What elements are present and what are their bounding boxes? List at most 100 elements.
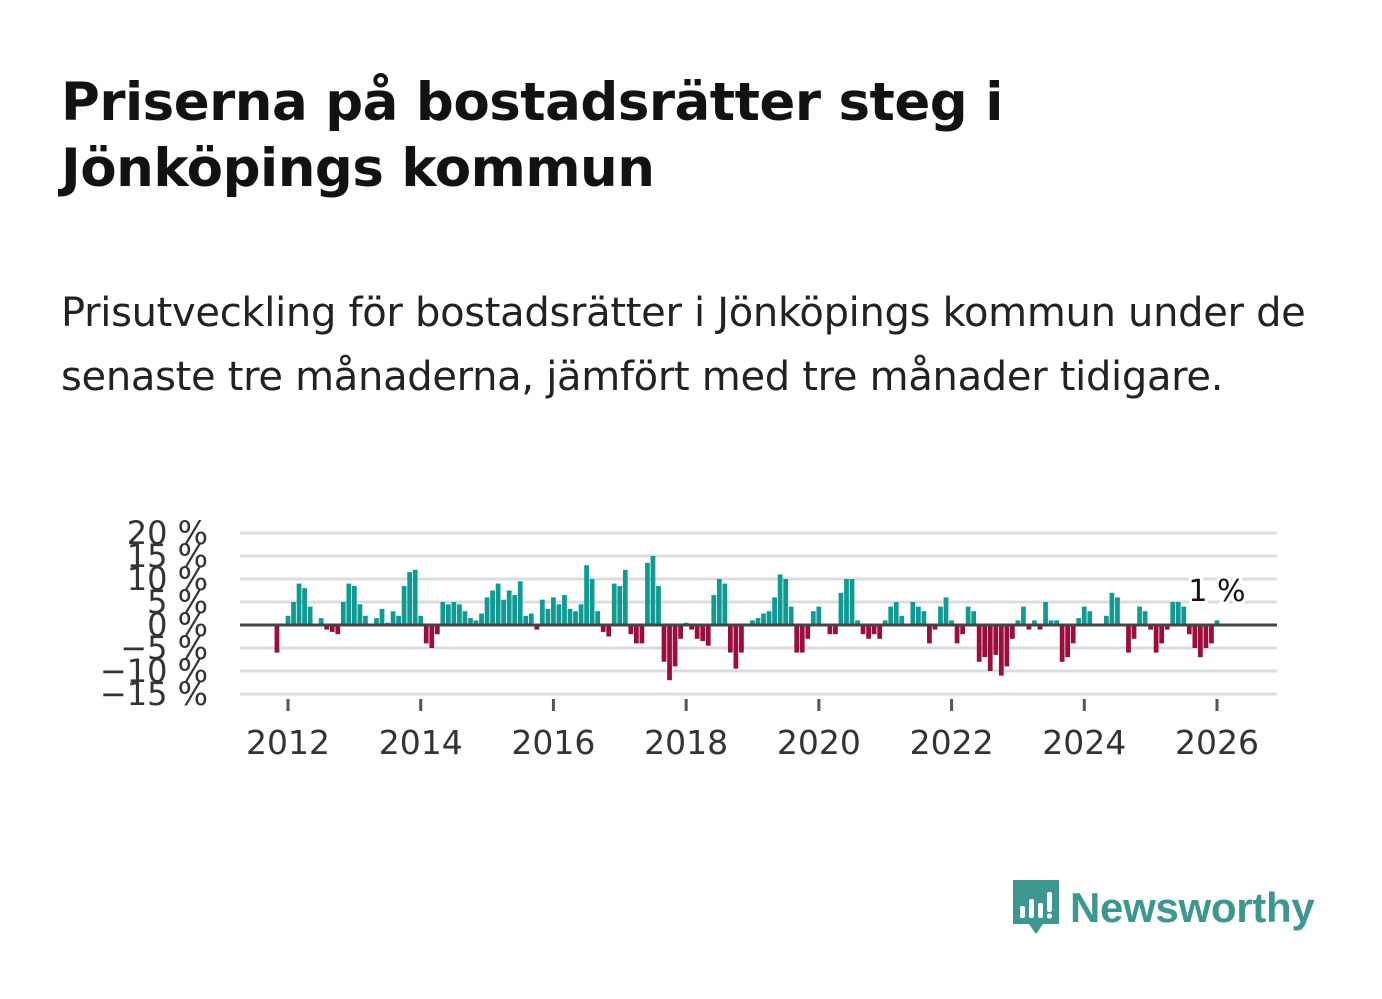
bar (949, 620, 954, 625)
x-tick-label: 2026 (1175, 723, 1259, 762)
bar (418, 615, 424, 625)
bar (539, 599, 545, 625)
bar (346, 583, 352, 625)
bar (462, 611, 468, 625)
bar (799, 625, 805, 653)
bar (633, 625, 639, 644)
bar (711, 595, 717, 625)
bar (495, 583, 501, 625)
bar (727, 625, 733, 653)
bar (1048, 620, 1054, 625)
bar (855, 620, 860, 625)
bar-chart: 20 %15 %10 %5 %0 %−5 %−10 %−15 % 2012 2014… (100, 514, 1277, 762)
bar (993, 625, 999, 655)
bar (517, 581, 523, 625)
bar (971, 611, 977, 625)
bar (866, 625, 871, 639)
bar (1015, 620, 1021, 625)
bar (783, 579, 789, 625)
bar (888, 606, 894, 625)
bar (302, 588, 307, 625)
bar (473, 620, 479, 625)
bar (1175, 602, 1181, 625)
bar (672, 625, 678, 667)
newsworthy-logo-icon (1013, 880, 1059, 934)
bar (457, 604, 462, 625)
bar (750, 620, 755, 625)
bar (1081, 606, 1087, 625)
bar (340, 602, 346, 625)
bar (567, 608, 573, 625)
chart-subtitle: Prisutveckling för bostadsrätter i Jönkö… (61, 290, 1306, 400)
bar (689, 625, 695, 630)
bar (1109, 592, 1115, 625)
bar (645, 562, 650, 625)
bar (921, 611, 927, 625)
bar (1037, 625, 1043, 630)
bar (639, 625, 645, 644)
bar (562, 595, 567, 625)
y-tick-label: −5 % (120, 629, 208, 667)
bar (893, 602, 899, 625)
bar (329, 625, 335, 632)
bar (882, 620, 888, 625)
bar (528, 613, 534, 625)
bar (871, 625, 877, 635)
bar (1170, 602, 1176, 625)
bar (622, 569, 628, 625)
bar (617, 585, 623, 625)
x-tick-label: 2012 (246, 723, 330, 762)
bar (1142, 611, 1148, 625)
x-tick-label: 2014 (379, 723, 463, 762)
bar (772, 597, 777, 625)
bar (335, 625, 341, 635)
bar (628, 625, 634, 635)
bar (468, 618, 473, 625)
bar (1153, 625, 1159, 653)
bar (595, 611, 601, 625)
bar (833, 625, 838, 635)
bar (1209, 625, 1214, 644)
bar (490, 590, 495, 625)
bar (1032, 620, 1037, 625)
bar (1009, 625, 1015, 639)
bar (1076, 618, 1082, 625)
bar (379, 608, 385, 625)
bar (1026, 625, 1032, 630)
y-tick-label: 20 % (127, 514, 208, 552)
bar (1103, 615, 1109, 625)
bar (1004, 625, 1010, 667)
x-tick-label: 2022 (910, 723, 994, 762)
bar (363, 615, 368, 625)
bar (733, 625, 739, 669)
bar (584, 565, 589, 625)
newsworthy-logo[interactable]: Newsworthy (1010, 876, 1315, 940)
y-tick-label: 15 % (127, 537, 208, 575)
y-tick-label: −15 % (100, 675, 208, 713)
bar (324, 625, 330, 630)
bar (589, 579, 595, 625)
x-tick-label: 2018 (644, 723, 728, 762)
x-tick-label: 2016 (511, 723, 595, 762)
bar (285, 615, 291, 625)
bar (1065, 625, 1071, 658)
bar (501, 599, 507, 625)
bar (357, 604, 363, 625)
x-tick-label: 2024 (1042, 723, 1126, 762)
y-tick-label: −10 % (100, 652, 208, 690)
bar (1186, 625, 1192, 635)
bar (844, 579, 849, 625)
bar (1148, 625, 1153, 630)
bar (401, 585, 407, 625)
bar (396, 615, 401, 625)
bar (545, 608, 551, 625)
bar (374, 618, 379, 625)
bar (1197, 625, 1203, 658)
bar (987, 625, 993, 671)
bar (407, 572, 413, 625)
y-tick-label: 5 % (147, 583, 208, 621)
bar (1214, 620, 1220, 625)
bar (656, 585, 661, 625)
bar (1115, 597, 1120, 625)
bar (965, 606, 971, 625)
